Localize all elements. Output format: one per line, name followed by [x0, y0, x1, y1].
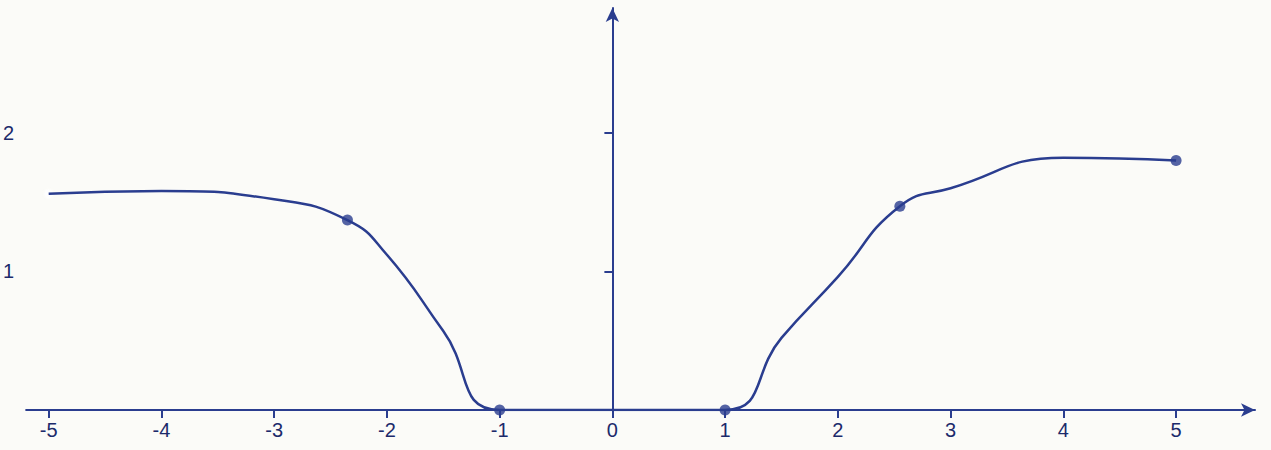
svg-text:5: 5 — [1171, 419, 1182, 441]
svg-text:-1: -1 — [491, 419, 509, 441]
svg-text:4: 4 — [1058, 419, 1069, 441]
svg-text:2: 2 — [832, 419, 843, 441]
svg-text:0: 0 — [607, 419, 618, 441]
svg-text:-5: -5 — [40, 419, 58, 441]
svg-text:-4: -4 — [153, 419, 171, 441]
svg-text:2: 2 — [3, 122, 14, 144]
svg-text:-2: -2 — [378, 419, 396, 441]
svg-text:-3: -3 — [265, 419, 283, 441]
svg-text:1: 1 — [3, 260, 14, 282]
svg-text:3: 3 — [945, 419, 956, 441]
svg-text:1: 1 — [720, 419, 731, 441]
